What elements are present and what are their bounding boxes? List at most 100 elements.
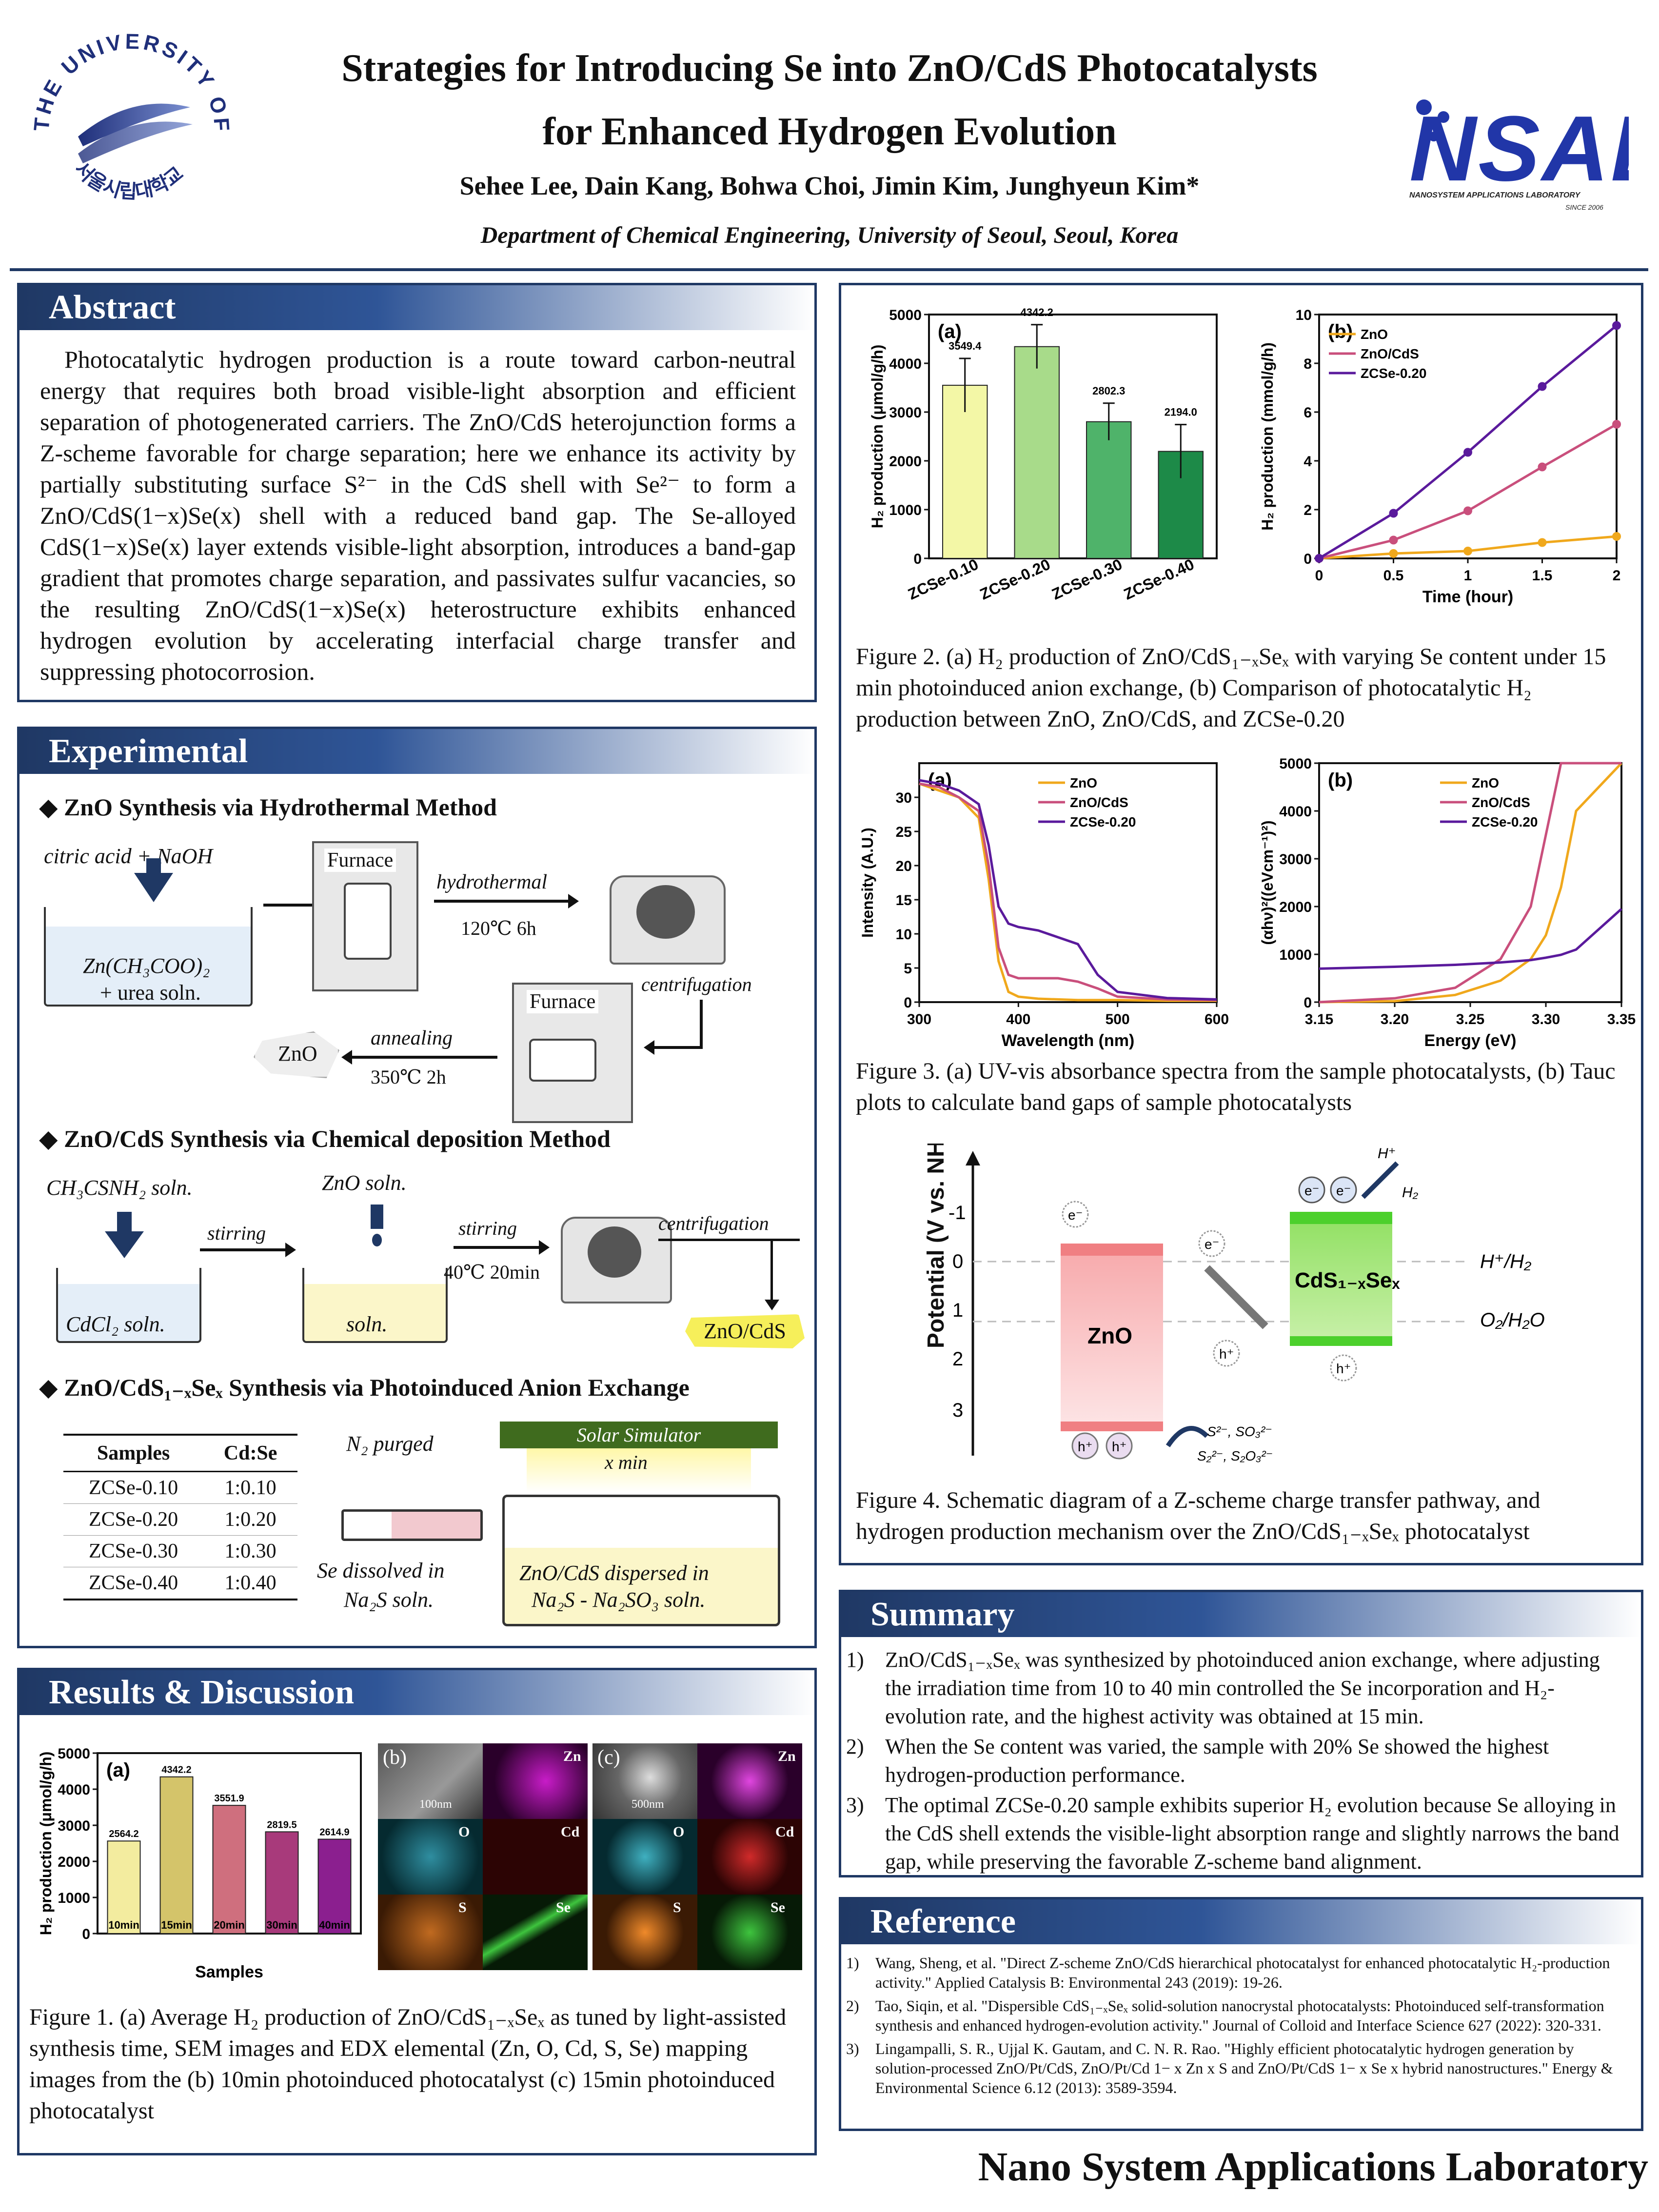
map-label: Se: [770, 1899, 785, 1916]
data-label: 2802.3: [1092, 385, 1125, 397]
label-centrifugation-1: centrifugation: [641, 973, 752, 995]
label-centrifugation-2: centrifugation: [658, 1212, 769, 1234]
series-line: [1319, 762, 1621, 1004]
list-item: 1) Wang, Sheng, et al. "Direct Z-scheme Z…: [846, 1954, 1610, 1991]
table-row: ZCSe-0.20 1:0.20: [63, 1504, 297, 1536]
bar: [1086, 421, 1132, 559]
y-tick-label: 4000: [889, 356, 922, 372]
bar: [159, 1776, 194, 1935]
panel-label: (b): [1328, 321, 1353, 342]
category-label: ZCSe-0.20: [977, 555, 1053, 603]
map-label: S: [458, 1899, 467, 1916]
scale-bar-b: 100nm: [419, 1798, 452, 1811]
x-tick-label: 3.25: [1456, 1011, 1484, 1027]
cdsse-band: [1290, 1212, 1392, 1343]
bar: [317, 1838, 352, 1934]
map-se-c: [697, 1895, 802, 1970]
table-header: Cd:Se: [223, 1442, 277, 1464]
x-tick-label: 3.35: [1607, 1011, 1636, 1027]
fig4-sacrificial-in: S²⁻, SO₃²⁻: [1207, 1424, 1272, 1439]
y-tick-label: 3000: [1279, 851, 1312, 868]
y-tick-label: 10: [1296, 307, 1312, 323]
label-na2s: Na₂S soln.: [344, 1588, 434, 1612]
y-tick-label: 5000: [1279, 756, 1312, 772]
down-arrow-stem: [146, 858, 161, 878]
figure2-caption: Figure 2. (a) H₂ production of ZnO/CdS₁₋…: [856, 644, 1606, 732]
figures-panel: (a) H₂ production (μmol/g/h) 0 1000 2000 3000…: [839, 283, 1643, 1565]
syringe-icon: [341, 1509, 483, 1541]
label-zno-soln: ZnO soln.: [322, 1171, 407, 1195]
y-axis-label: H₂ production (mmol/g/h): [1259, 342, 1276, 531]
authors: Sehee Lee, Dain Kang, Bohwa Choi, Jimin …: [459, 171, 1200, 200]
map-label: Zn: [563, 1748, 581, 1764]
y-tick-label: 3000: [58, 1818, 90, 1834]
legend-label: ZnO/CdS: [1070, 795, 1128, 810]
data-label: 4342.2: [1021, 306, 1053, 318]
light-beam: [527, 1448, 751, 1492]
x-tick-label: 0.5: [1383, 568, 1404, 584]
y-tick-label: 8: [1304, 356, 1312, 372]
data-point: [1463, 506, 1472, 515]
nsal-logo: NSAL NANOSYSTEM APPLICATIONS LABORATORY …: [1404, 88, 1659, 224]
data-point: [1538, 462, 1547, 472]
beaker-zn-acetate: [44, 907, 253, 1007]
sample-table: Samples Cd:Se ZCSe-0.10 1:0.10 ZCSe-0.20 1…: [63, 1434, 297, 1600]
series-line: [1319, 908, 1622, 970]
label-temp-350: 350℃ 2h: [371, 1066, 446, 1088]
drop-icon: [372, 1234, 382, 1246]
zno-cds-product: ZnO/CdS: [685, 1314, 805, 1348]
arrow-centrif-line: [658, 1239, 800, 1241]
y-tick-label: 2: [1304, 502, 1312, 518]
fig2a-chart: (a) H₂ production (μmol/g/h) 0 1000 2000 3000…: [869, 306, 1218, 603]
label-stirring-2: stirring: [458, 1217, 517, 1239]
series-line: [1319, 762, 1622, 1004]
category-label: ZCSe-0.30: [1049, 555, 1125, 603]
label-thioacetamide: CH₃CSNH₂ soln.: [46, 1176, 193, 1200]
fig1a-chart: (a) H₂ production (μmol/g/h) Samples 0 1000 2…: [37, 1746, 362, 1981]
x-tick-label: 600: [1205, 1011, 1229, 1027]
data-point: [1612, 420, 1621, 429]
data-point: [1463, 448, 1472, 457]
y-tick-label: 4000: [1279, 804, 1312, 820]
plot-frame: [1318, 762, 1622, 1003]
abstract-panel: Abstract Photocatalytic hydrogen product…: [17, 283, 817, 702]
legend-label: ZCSe-0.20: [1070, 814, 1136, 830]
label-zno-product: ZnO: [278, 1042, 317, 1066]
reactor-vessel: [502, 1495, 780, 1626]
y-tick-label: 0: [1304, 995, 1312, 1011]
data-point: [1389, 549, 1398, 558]
fig4-h-level: H⁺/H₂: [1480, 1251, 1531, 1272]
label-citric-acid: citric acid + NaOH: [44, 844, 213, 868]
table-row: ZCSe-0.40 1:0.40: [63, 1567, 297, 1600]
electron-icon: e⁻: [1336, 1183, 1351, 1198]
fig4-diagram: Potential (V vs. NHE) -1 0 1 2 3 H⁺/H₂ O…: [923, 1144, 1545, 1463]
arrow-stirring-2: [454, 1246, 541, 1249]
fig4-tick: 3: [952, 1400, 963, 1421]
arrowhead-icon-7: [765, 1300, 779, 1310]
y-tick-label: 25: [896, 824, 912, 840]
hole-icon: h⁺: [1219, 1346, 1234, 1362]
y-tick-label: 10: [896, 927, 912, 943]
data-label: 4342.2: [161, 1765, 191, 1776]
data-label: 2614.9: [319, 1827, 349, 1837]
category-label: 20min: [214, 1919, 245, 1931]
y-tick-label: 4: [1304, 454, 1312, 470]
list-item: 2) When the Se content was varied, the sa…: [846, 1735, 1549, 1787]
y-tick-label: 0: [913, 551, 922, 567]
arrow-stirring-1: [200, 1248, 288, 1251]
data-point: [1315, 554, 1323, 563]
map-cd-c: [697, 1819, 802, 1895]
furnace-label-2: Furnace: [527, 990, 599, 1013]
arrow-centrif-down: [770, 1239, 773, 1302]
y-tick-label: 0: [904, 995, 912, 1011]
y-axis-label: H₂ production (μmol/g/h): [37, 1752, 55, 1936]
y-axis-label: Intensity (A.U.): [859, 828, 876, 938]
electron-icon: e⁻: [1205, 1237, 1219, 1252]
arrowhead-icon-5: [285, 1243, 296, 1257]
data-point: [1538, 382, 1547, 391]
reference-list: 1) Wang, Sheng, et al. "Direct Z-scheme Z…: [846, 1953, 1631, 2097]
arrowhead-icon-2: [568, 894, 579, 908]
category-label: 15min: [161, 1919, 192, 1931]
table-row: ZCSe-0.30 1:0.30: [63, 1536, 297, 1567]
y-tick-label: 4000: [58, 1782, 90, 1798]
